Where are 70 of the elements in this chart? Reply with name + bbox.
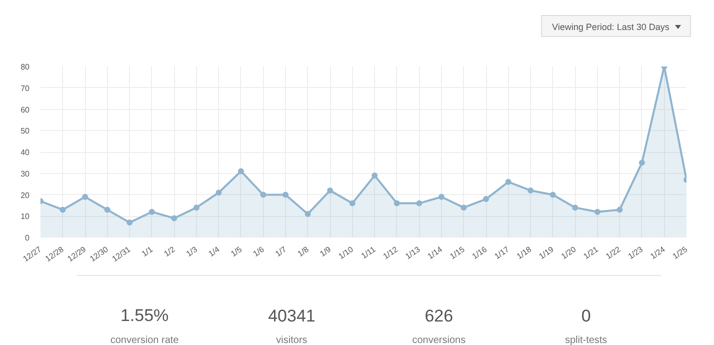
x-tick-label: 1/7 xyxy=(274,244,289,258)
x-tick-label: 1/1 xyxy=(140,244,155,258)
point xyxy=(60,206,66,213)
x-tick-label: 1/17 xyxy=(492,244,512,262)
x-tick-label: 1/21 xyxy=(582,244,600,262)
text: Viewing Period: Last 30 Days xyxy=(552,22,670,32)
text: 1.55% xyxy=(120,306,169,325)
x-tick-label: 1/15 xyxy=(448,244,467,262)
y-tick-label: 80 xyxy=(20,62,30,72)
point xyxy=(327,187,334,194)
point xyxy=(104,206,110,213)
y-tick-label: 20 xyxy=(20,190,30,200)
point xyxy=(572,204,578,211)
point xyxy=(238,168,244,174)
x-tick-label: 1/16 xyxy=(470,244,489,262)
x-tick-label: 1/3 xyxy=(184,244,200,258)
point xyxy=(550,192,556,198)
text: 40341 xyxy=(268,306,316,326)
point xyxy=(483,196,490,202)
point xyxy=(638,160,645,166)
point xyxy=(82,194,88,200)
point xyxy=(505,178,512,185)
y-tick-label: 0 xyxy=(25,234,30,242)
x-tick-label: 1/11 xyxy=(360,244,378,261)
x-tick-label: 1/24 xyxy=(648,244,668,262)
x-tick-label: 1/8 xyxy=(296,244,311,258)
y-tick-label: 60 xyxy=(20,105,30,114)
x-tick-label: 1/14 xyxy=(426,244,444,262)
point xyxy=(438,194,444,200)
point xyxy=(216,190,222,196)
y-tick-label: 10 xyxy=(20,212,30,222)
text: 626 xyxy=(424,306,454,326)
point xyxy=(260,192,266,198)
y-tick-label: 30 xyxy=(20,169,30,178)
text: conversions xyxy=(412,335,466,345)
point xyxy=(148,208,155,215)
point xyxy=(193,204,200,211)
point xyxy=(460,204,467,211)
text: split-tests xyxy=(564,335,608,345)
point xyxy=(394,200,400,206)
point xyxy=(416,200,422,206)
x-tick-label: 1/2 xyxy=(162,244,178,258)
point xyxy=(171,215,178,222)
x-tick-label: 1/5 xyxy=(229,244,244,258)
y-tick-label: 40 xyxy=(20,148,30,157)
point xyxy=(372,172,378,179)
text: 0 xyxy=(581,306,591,326)
text: visitors xyxy=(276,335,308,345)
point xyxy=(594,208,600,215)
x-tick-label: 1/22 xyxy=(604,244,623,262)
x-tick-label: 1/18 xyxy=(515,244,534,262)
point xyxy=(349,200,356,206)
x-tick-label: 1/20 xyxy=(560,244,578,262)
y-tick-label: 50 xyxy=(20,126,30,136)
point xyxy=(616,206,623,213)
x-tick-label: 1/19 xyxy=(537,244,556,262)
x-tick-label: 1/13 xyxy=(404,244,422,262)
y-tick-label: 70 xyxy=(20,84,30,93)
point xyxy=(282,192,289,198)
x-tick-label: 1/6 xyxy=(252,244,266,258)
point xyxy=(126,220,133,226)
x-tick-label: 1/4 xyxy=(206,244,222,258)
text: conversion rate xyxy=(110,335,180,345)
x-tick-label: 1/12 xyxy=(382,244,400,262)
point xyxy=(528,187,534,194)
x-tick-label: 1/25 xyxy=(671,244,690,262)
x-tick-label: 1/10 xyxy=(336,244,356,262)
x-tick-label: 1/9 xyxy=(318,244,334,258)
x-tick-label: 1/23 xyxy=(626,244,645,262)
point xyxy=(304,210,311,217)
